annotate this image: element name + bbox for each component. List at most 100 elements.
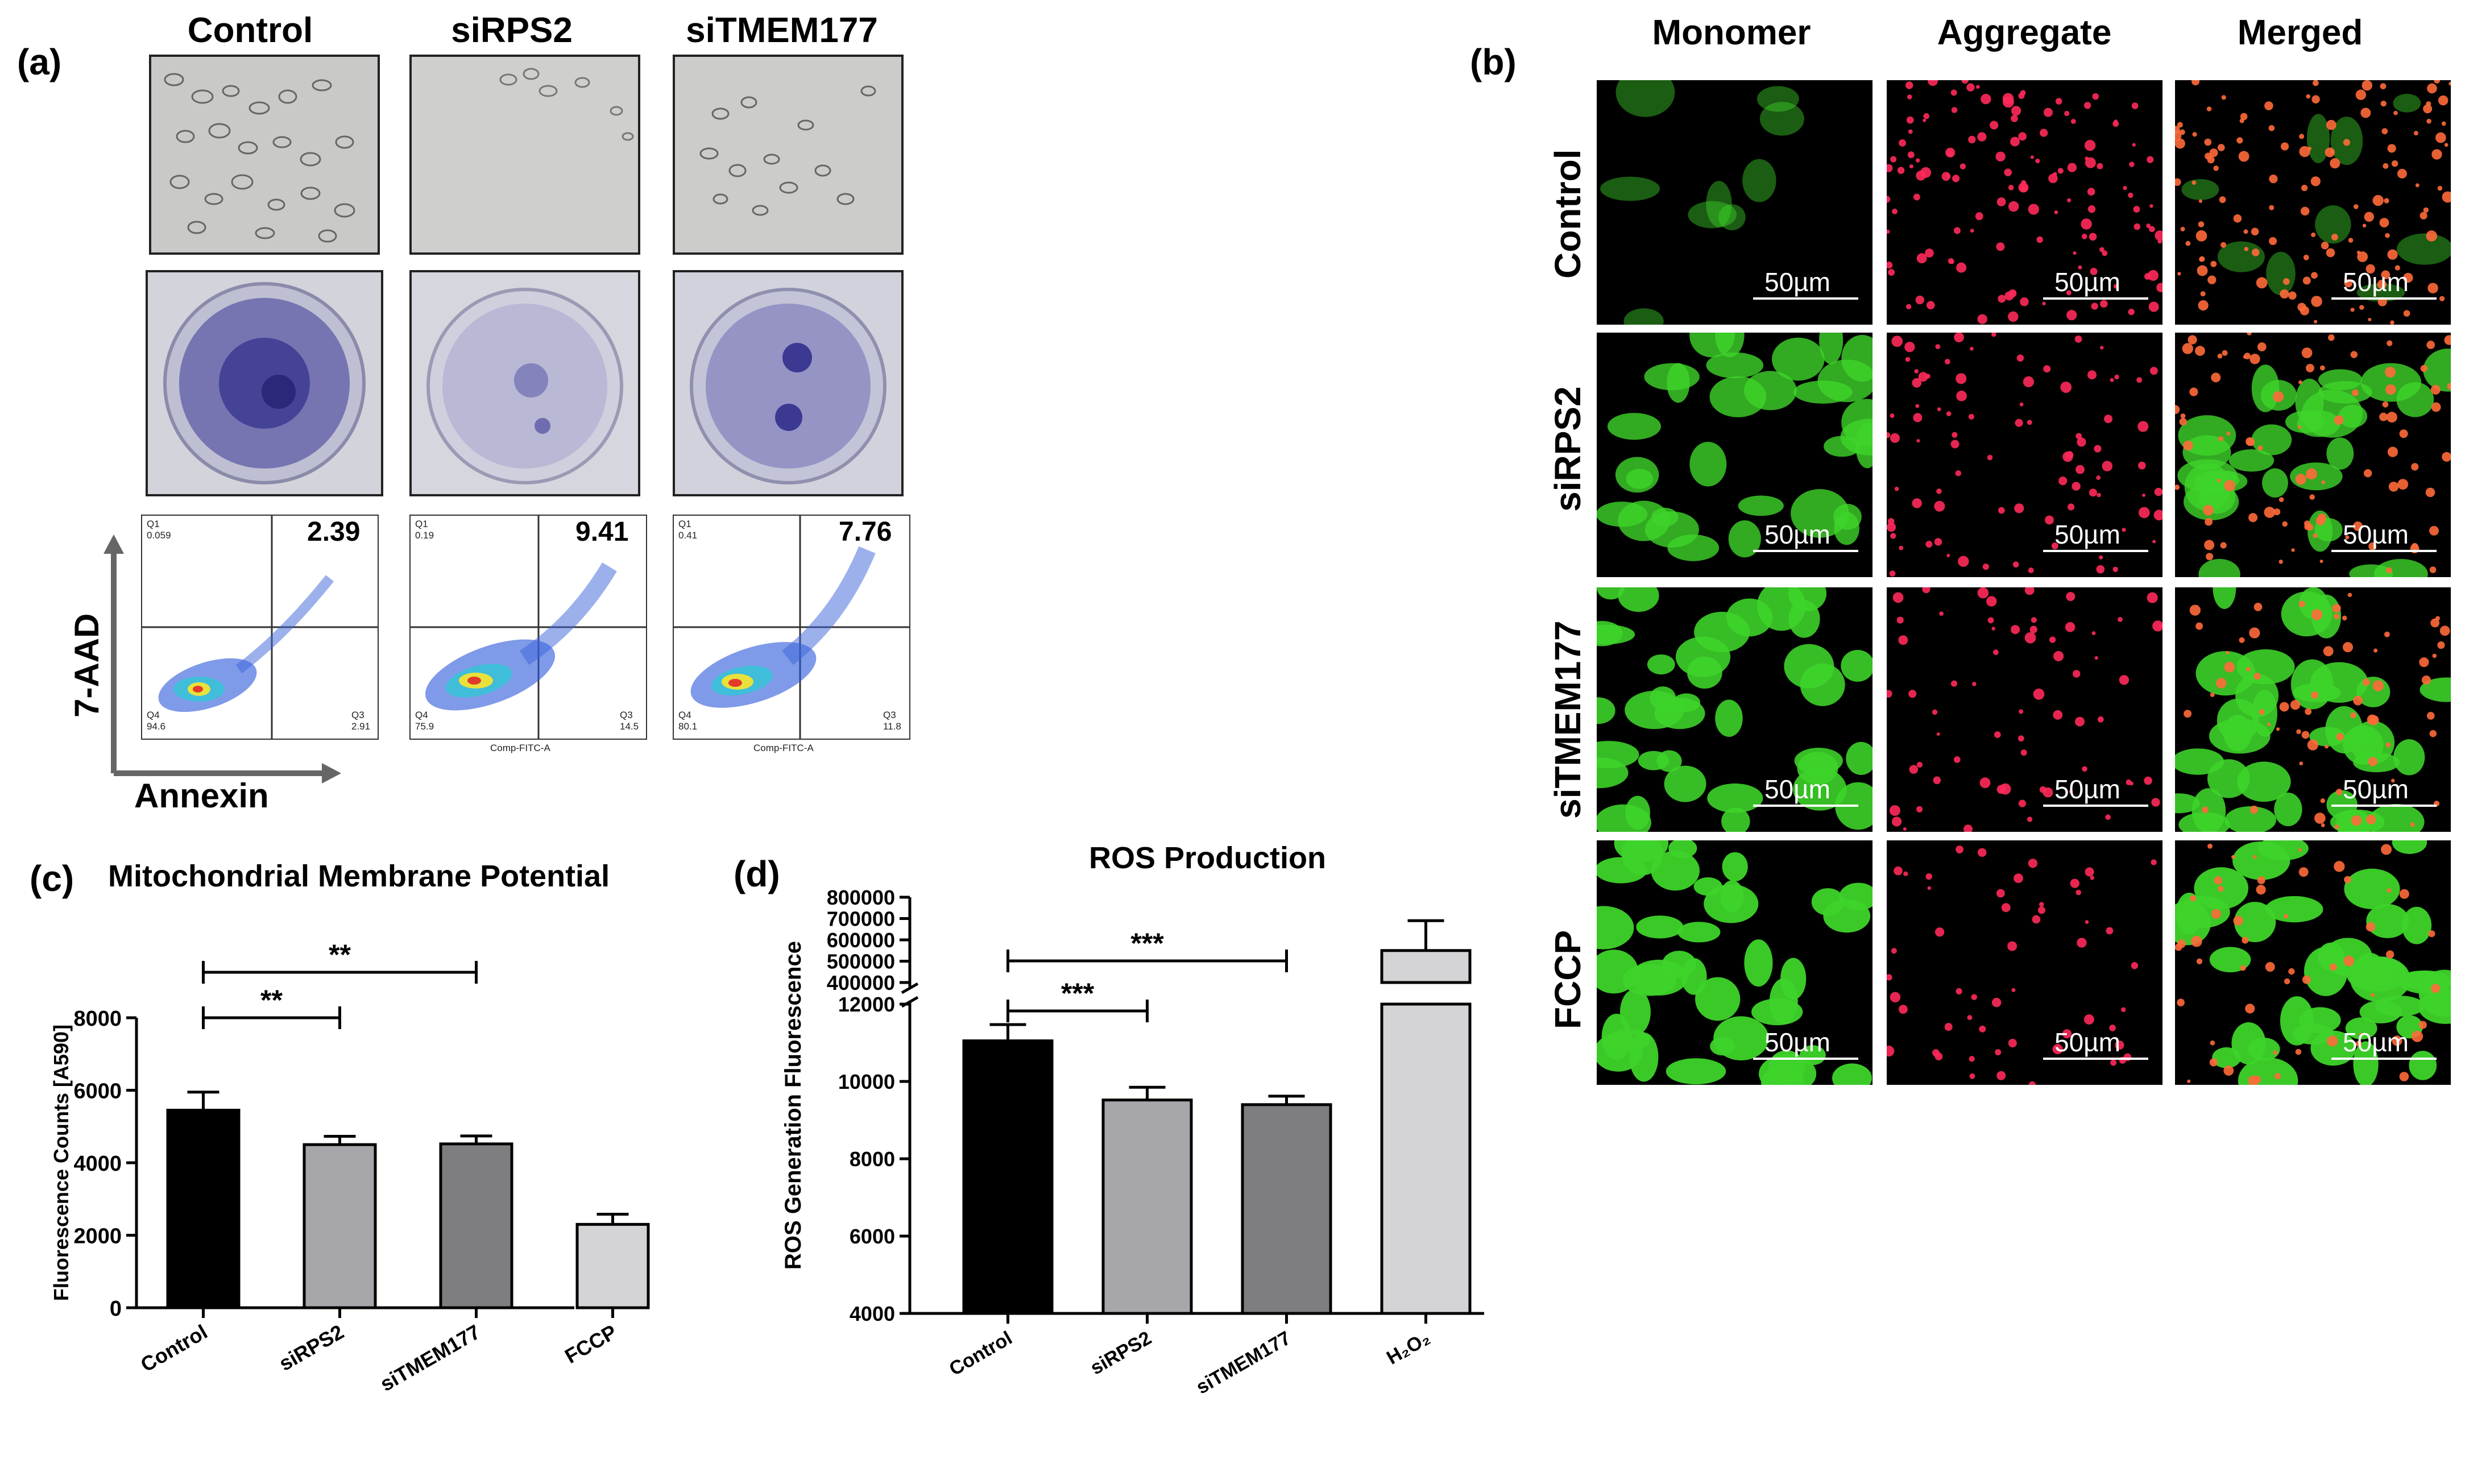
red-aggregate [2036, 236, 2043, 243]
red-aggregate [2301, 347, 2313, 358]
colony-stain-sirps2 [426, 288, 623, 484]
red-aggregate [2382, 401, 2389, 408]
y-axis-label: ROS Generation Fluorescence [781, 941, 806, 1270]
red-aggregate [2366, 264, 2375, 274]
colony-stain-control [163, 282, 366, 484]
red-aggregate [2218, 885, 2224, 892]
red-aggregate [2240, 113, 2248, 121]
bar-2 [439, 1142, 513, 1309]
red-aggregate [2185, 241, 2191, 246]
red-aggregate [1890, 413, 1895, 418]
green-cell [2310, 1030, 2356, 1066]
red-aggregate [2205, 517, 2213, 526]
red-aggregate [2198, 300, 2209, 311]
bar-0 [166, 1109, 241, 1309]
red-aggregate [2371, 993, 2375, 997]
red-aggregate [1887, 523, 1896, 532]
red-aggregate [1960, 163, 1966, 169]
red-aggregate [2380, 100, 2387, 107]
red-aggregate [2364, 212, 2375, 222]
red-aggregate [2018, 132, 2027, 141]
red-aggregate [2024, 587, 2035, 595]
x-tick-label: H₂O₂ [1383, 1327, 1434, 1369]
red-aggregate [1898, 635, 1908, 645]
red-aggregate [2157, 239, 2163, 244]
panel-b-label: (b) [1470, 42, 1517, 82]
flow-headline-control: 2.39 [307, 517, 361, 547]
green-cell [2262, 468, 2288, 498]
red-aggregate [2439, 296, 2445, 301]
green-cell [1625, 795, 1650, 830]
red-aggregate [2310, 176, 2321, 186]
red-aggregate [1934, 538, 1942, 546]
red-aggregate [1890, 156, 1897, 163]
green-cell [1742, 159, 1776, 202]
scale-bar-label: 50µm [2054, 1027, 2120, 1057]
red-aggregate [1887, 262, 1893, 269]
red-aggregate [2430, 618, 2440, 628]
red-aggregate [1912, 498, 1922, 508]
red-aggregate [1905, 304, 1912, 309]
red-aggregate [2252, 248, 2260, 256]
red-aggregate [1971, 994, 1977, 1000]
red-aggregate [1887, 690, 1892, 698]
red-aggregate [2377, 279, 2387, 289]
red-aggregate [1907, 151, 1915, 159]
red-aggregate [2011, 988, 2016, 992]
red-aggregate [1889, 805, 1900, 816]
red-aggregate [2399, 429, 2408, 438]
red-aggregate [2210, 260, 2217, 267]
significance-label: ** [329, 939, 351, 971]
red-aggregate [2106, 927, 2114, 935]
flow-plot-control [141, 515, 379, 740]
panel-b-row-sirps2: siRPS2 [1547, 386, 1588, 512]
green-cell [2318, 369, 2363, 391]
red-aggregate [2250, 354, 2260, 364]
bar-3-lower [1380, 1002, 1472, 1315]
green-cell [1618, 587, 1659, 612]
green-cell [1597, 906, 1634, 950]
bar-1 [1101, 1099, 1193, 1315]
red-aggregate [2372, 680, 2384, 691]
bar-1 [303, 1143, 377, 1309]
red-aggregate [2221, 95, 2226, 100]
green-cell [1706, 181, 1732, 227]
fluorescence-cells [1600, 80, 1804, 325]
red-aggregate [2153, 509, 2163, 521]
fluorescence-cells [2175, 333, 2451, 577]
red-aggregate [2033, 689, 2045, 700]
red-aggregate [2385, 233, 2390, 238]
red-aggregate [1991, 627, 1995, 631]
x-tick-label: siTMEM177 [1192, 1327, 1294, 1399]
red-aggregate [2304, 520, 2310, 527]
green-cell [1666, 1058, 1726, 1085]
red-aggregate [2306, 474, 2310, 479]
red-aggregate [2011, 625, 2020, 635]
green-cell [1721, 807, 1750, 832]
red-aggregate [2387, 888, 2392, 893]
scale-bar [2331, 297, 2437, 300]
red-aggregate [2189, 604, 2201, 616]
red-aggregate [2429, 566, 2437, 573]
red-aggregate [2356, 1041, 2362, 1047]
red-aggregate [2264, 507, 2276, 518]
red-aggregate [2011, 114, 2018, 122]
red-aggregate [2096, 475, 2101, 480]
red-aggregate [2301, 184, 2308, 192]
red-aggregate [1891, 948, 1897, 954]
red-aggregate [2269, 175, 2278, 184]
red-aggregate [1970, 346, 1974, 351]
flow-headline-sitmem177: 7.76 [839, 517, 892, 547]
fluorescence-cells [1597, 587, 1873, 832]
fluorescence-image-control-merged: 50µm [2173, 78, 2453, 326]
panel-c-label: (c) [30, 858, 74, 899]
red-aggregate [2359, 1033, 2363, 1037]
red-aggregate [2094, 445, 2102, 453]
red-aggregate [1905, 357, 1911, 362]
red-aggregate [2156, 283, 2163, 293]
red-aggregate [2073, 251, 2077, 255]
red-aggregate [2060, 382, 2072, 393]
red-aggregate [1953, 756, 1961, 763]
red-aggregate [2256, 277, 2268, 289]
red-aggregate [2207, 843, 2213, 849]
